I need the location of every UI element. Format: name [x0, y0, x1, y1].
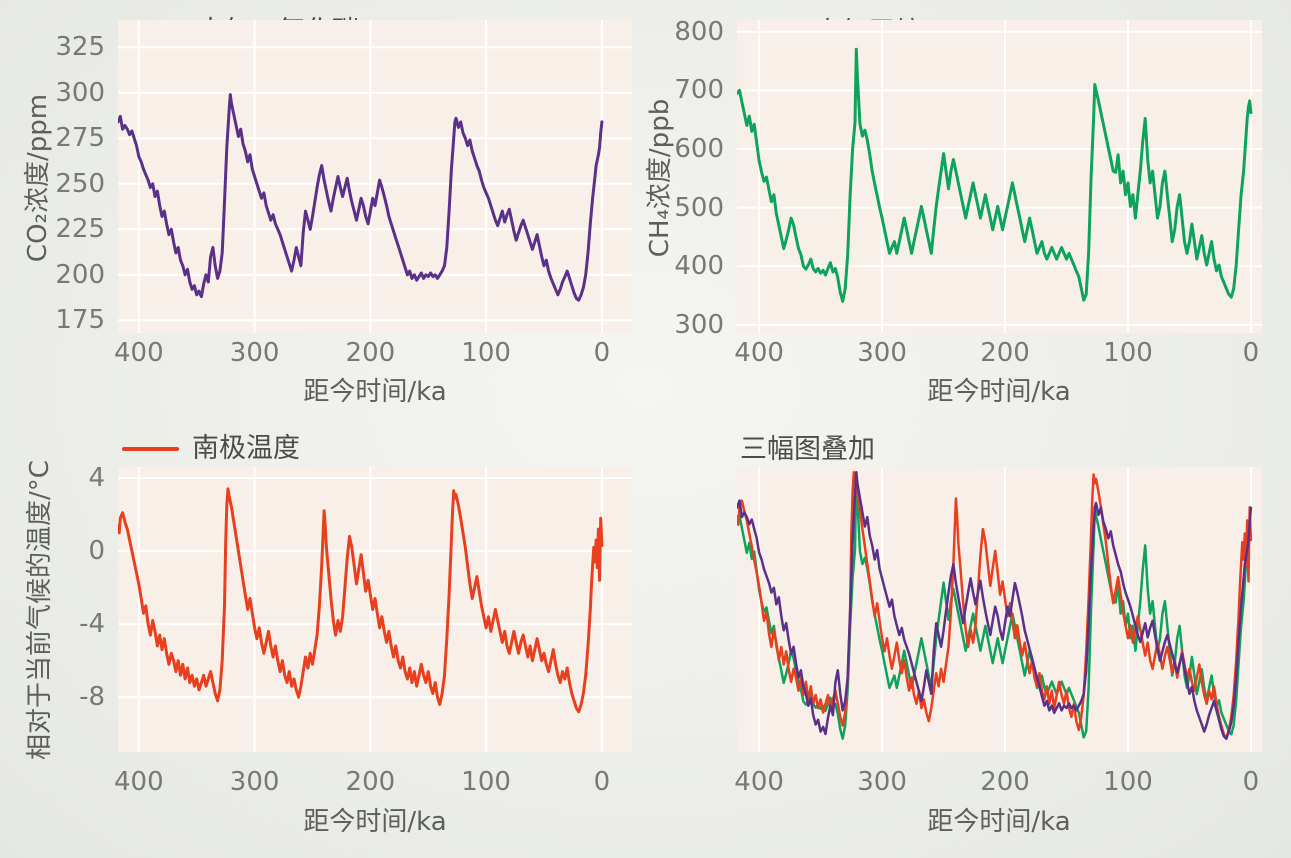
ch4-x-tick-label: 100 [1103, 338, 1153, 368]
overlay-x-tick-label: 0 [1242, 767, 1260, 797]
temperature-legend: 南极温度 [122, 435, 300, 462]
co2-y-tick-label: 325 [55, 32, 105, 63]
ch4-y-tick-label: 500 [674, 192, 724, 223]
co2-y-tick-label: 175 [55, 305, 105, 336]
co2-x-tick-label: 200 [345, 338, 396, 368]
overlay-x-axis-label: 距今时间/ka [927, 807, 1071, 837]
ch4-y-tick-label: 800 [674, 16, 724, 47]
overlay-x-tick-label: 300 [857, 767, 907, 797]
overlay-x-tick-label: 200 [980, 767, 1030, 797]
ch4-y-tick-label: 700 [674, 75, 724, 106]
co2-series-line [118, 93, 604, 302]
temp-x-tick-label: 200 [345, 767, 396, 797]
overlay-plot-area [737, 467, 1262, 752]
temp-y-tick-label: -4 [79, 609, 105, 640]
co2-chart-canvas [118, 20, 632, 333]
ch4-chart-canvas [737, 20, 1262, 333]
temperature-x-axis-label: 距今时间/ka [303, 807, 447, 837]
temp-chart-canvas [118, 467, 632, 752]
ch4-x-tick-label: 400 [734, 338, 784, 368]
ch4-series-line [737, 47, 1253, 303]
temp-x-tick-label: 100 [461, 767, 511, 797]
co2-x-tick-label: 0 [593, 338, 611, 368]
ch4-x-tick-label: 300 [857, 338, 907, 368]
co2-x-tick-label: 300 [229, 338, 280, 368]
temp-y-tick-label: 0 [88, 536, 105, 567]
overlay-chart-canvas [737, 467, 1253, 752]
co2-y-tick-label: 250 [55, 168, 105, 199]
ch4-x-tick-label: 200 [980, 338, 1030, 368]
temperature-legend-label: 南极温度 [192, 433, 300, 464]
temperature-legend-line-swatch [122, 446, 179, 451]
co2-y-tick-label: 275 [55, 123, 105, 154]
overlay-title: 三幅图叠加 [740, 436, 875, 463]
temp-y-tick-label: -8 [79, 682, 105, 713]
temp-series-line [737, 471, 1253, 740]
co2-x-tick-label: 400 [114, 338, 164, 368]
ch4-x-axis-label: 距今时间/ka [927, 377, 1071, 407]
temp-y-tick-label: 4 [88, 462, 105, 493]
co2-y-axis-label: CO₂浓度/ppm [23, 93, 53, 263]
co2-x-tick-label: 100 [461, 338, 511, 368]
ch4-y-tick-label: 600 [674, 133, 724, 164]
ch4-y-tick-label: 400 [674, 251, 724, 282]
co2-y-tick-label: 300 [55, 77, 105, 108]
co2-x-axis-label: 距今时间/ka [303, 377, 447, 407]
overlay-x-tick-label: 100 [1103, 767, 1153, 797]
co2-y-tick-label: 225 [55, 214, 105, 245]
temp-x-tick-label: 300 [229, 767, 280, 797]
co2-series-line [737, 471, 1253, 740]
temp-x-tick-label: 0 [593, 767, 611, 797]
overlay-title-label: 三幅图叠加 [740, 434, 875, 465]
temperature-y-axis-label: 相对于当前气候的温度/°C [25, 460, 55, 760]
ch4-x-tick-label: 0 [1242, 338, 1260, 368]
co2-y-tick-label: 200 [55, 259, 105, 290]
ch4-y-tick-label: 300 [674, 309, 724, 340]
ch4-y-axis-label: CH₄浓度/ppb [645, 98, 675, 258]
temp-series-line [118, 487, 604, 714]
temp-x-tick-label: 400 [114, 767, 164, 797]
overlay-x-tick-label: 400 [734, 767, 784, 797]
temperature-plot-area [118, 467, 632, 752]
ch4-plot-area [737, 20, 1262, 333]
co2-plot-area [118, 20, 632, 333]
